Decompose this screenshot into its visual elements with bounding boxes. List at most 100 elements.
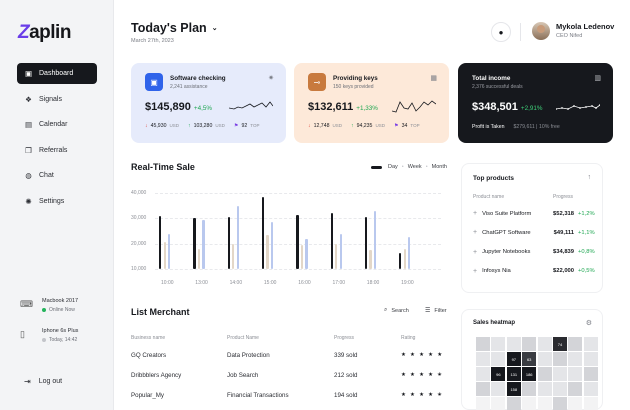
heatmap-cell[interactable] (537, 397, 552, 410)
merchant-business[interactable]: Popular_My (131, 392, 165, 399)
heatmap-cell[interactable] (553, 382, 567, 396)
heatmap-cell[interactable] (537, 352, 552, 366)
card-title: Total income (472, 75, 511, 82)
sidebar-item-chat[interactable]: ◍ Chat (17, 165, 97, 186)
sidebar-item-referrals[interactable]: ❒ Referrals (17, 140, 97, 161)
heatmap-cell[interactable] (568, 352, 583, 366)
summary-card[interactable]: ▣ Software checking 2,241 assistance ✷ $145,… (131, 63, 286, 143)
range-week[interactable]: Week (407, 164, 422, 170)
heatmap-cell[interactable] (568, 337, 583, 351)
search-icon: ⌕ (384, 307, 388, 313)
summary-card[interactable]: Total income 2,376 successful deals ▥ $348,… (458, 63, 613, 143)
heatmap-cell[interactable] (537, 337, 552, 351)
heatmap-cell[interactable] (568, 367, 583, 381)
stat-arrow-icon: ⚑ (393, 123, 399, 129)
heatmap-cell[interactable] (476, 367, 490, 381)
heatmap-cell[interactable] (553, 367, 567, 381)
heatmap-cell[interactable] (553, 397, 567, 410)
product-row[interactable]: + ChatGPT Software $49,111 +1,1% (473, 229, 598, 236)
merchant-product: Job Search (227, 372, 259, 379)
settings-icon: ✺ (25, 196, 32, 206)
heatmap-cell[interactable] (583, 352, 598, 366)
device-item[interactable]: ⌨ Macbook 2017 Online Now (20, 298, 78, 313)
heatmap-cell[interactable] (491, 397, 506, 410)
heatmap-cell[interactable] (522, 397, 537, 410)
heatmap-cell[interactable]: 158 (506, 382, 521, 396)
chart-bar (261, 196, 265, 269)
stat-arrow-icon: ↓ (308, 123, 311, 129)
range-day[interactable]: Day (388, 164, 398, 170)
filter-button[interactable]: ☰ Filter (425, 307, 447, 315)
merchant-business[interactable]: Dribbblers Agency (131, 372, 182, 379)
heatmap-cell[interactable] (491, 382, 506, 396)
heatmap-cell[interactable]: 96 (491, 367, 506, 381)
avatar[interactable] (532, 22, 550, 40)
heatmap-cell[interactable] (506, 337, 521, 351)
heatmap-cell[interactable] (568, 382, 583, 396)
stat-value: 45,930 (150, 123, 167, 129)
realtime-sale-title: Real-Time Sale (131, 162, 195, 172)
heatmap-cell[interactable] (476, 352, 490, 366)
product-row[interactable]: + Viso Suite Platform $52,318 +1,2% (473, 210, 598, 217)
card-menu-icon[interactable]: ▦ (430, 75, 437, 82)
heatmap-cell[interactable] (506, 397, 521, 410)
heatmap-cell[interactable] (491, 352, 506, 366)
app-logo[interactable]: Zaplin (18, 22, 71, 43)
heatmap-cell[interactable] (522, 382, 537, 396)
chart-bar (236, 205, 239, 269)
user-role: CEO Nifed (556, 33, 583, 39)
heatmap-cell[interactable] (476, 397, 490, 410)
device-item[interactable]: ▯ Iphone 6s Plus Today, 14:42 (20, 328, 78, 343)
heatmap-cell[interactable] (522, 337, 537, 351)
heatmap-cell[interactable] (476, 337, 490, 351)
main-content: Today's Plan ⌄ March 27th, 2023 ● Mykola … (114, 0, 630, 410)
chart-bar (373, 210, 377, 269)
heatmap-cell[interactable] (583, 337, 598, 351)
card-menu-icon[interactable]: ▥ (594, 75, 601, 82)
y-tick-label: 20,000 (131, 240, 147, 247)
arrow-up-icon[interactable]: ↑ (587, 174, 592, 181)
product-row[interactable]: + Infosys Nia $22,000 +0,5% (473, 268, 598, 275)
sidebar: Zaplin ▣ Dashboard ❖ Signals ▤ Calendar ❒ Refer… (0, 0, 114, 410)
heatmap-cell[interactable] (537, 367, 552, 381)
settings-icon[interactable]: ⚙ (585, 320, 592, 327)
chart-bar (159, 215, 162, 269)
heatmap-cell[interactable]: 186 (522, 367, 537, 381)
heatmap-cell[interactable]: 74 (553, 337, 567, 351)
heatmap-cell[interactable] (583, 367, 598, 381)
sidebar-item-calendar[interactable]: ▤ Calendar (17, 114, 97, 135)
range-month[interactable]: Month (431, 164, 447, 170)
sidebar-item-signals[interactable]: ❖ Signals (17, 89, 97, 110)
heatmap-cell[interactable] (537, 382, 552, 396)
heatmap-cell[interactable] (553, 352, 567, 366)
heatmap-cell[interactable]: 97 (506, 352, 521, 366)
merchant-progress: 212 sold (334, 372, 358, 379)
card-amount: $145,890 (145, 101, 191, 113)
card-menu-icon[interactable]: ✷ (268, 75, 274, 82)
logout-button[interactable]: ⇥ Log out (24, 377, 63, 386)
stat-value: 92 (241, 123, 248, 129)
heatmap-cell[interactable] (583, 397, 598, 410)
heatmap-cell[interactable] (568, 397, 583, 410)
heatmap-cell[interactable] (491, 337, 506, 351)
page-title[interactable]: Today's Plan ⌄ (131, 21, 218, 35)
sidebar-item-dashboard[interactable]: ▣ Dashboard (17, 63, 97, 84)
notification-bell-icon[interactable]: ● (491, 22, 511, 42)
sidebar-item-label: Referrals (39, 146, 68, 154)
heatmap-cell[interactable]: 63 (522, 352, 537, 366)
card-amount: $348,501 (472, 101, 518, 113)
heatmap-cell[interactable]: 131 (506, 367, 521, 381)
merchant-business[interactable]: GQ Creators (131, 352, 167, 359)
product-price: $34,839 (553, 249, 574, 256)
heatmap-title: Sales heatmap (473, 320, 516, 326)
heatmap-cell[interactable] (583, 382, 598, 396)
plus-icon: + (473, 210, 478, 217)
summary-card[interactable]: ⊸ Providing keys 150 keys provided ▦ $132,61… (294, 63, 449, 143)
stat-value: 34 (401, 123, 408, 129)
sidebar-item-settings[interactable]: ✺ Settings (17, 191, 97, 212)
heatmap-cell[interactable] (476, 382, 490, 396)
sidebar-item-label: Settings (39, 197, 65, 205)
product-row[interactable]: + Jupyter Notebooks $34,839 +0,8% (473, 249, 598, 256)
search-button[interactable]: ⌕ Search (384, 307, 409, 314)
x-tick-label: 16:00 (298, 280, 311, 286)
